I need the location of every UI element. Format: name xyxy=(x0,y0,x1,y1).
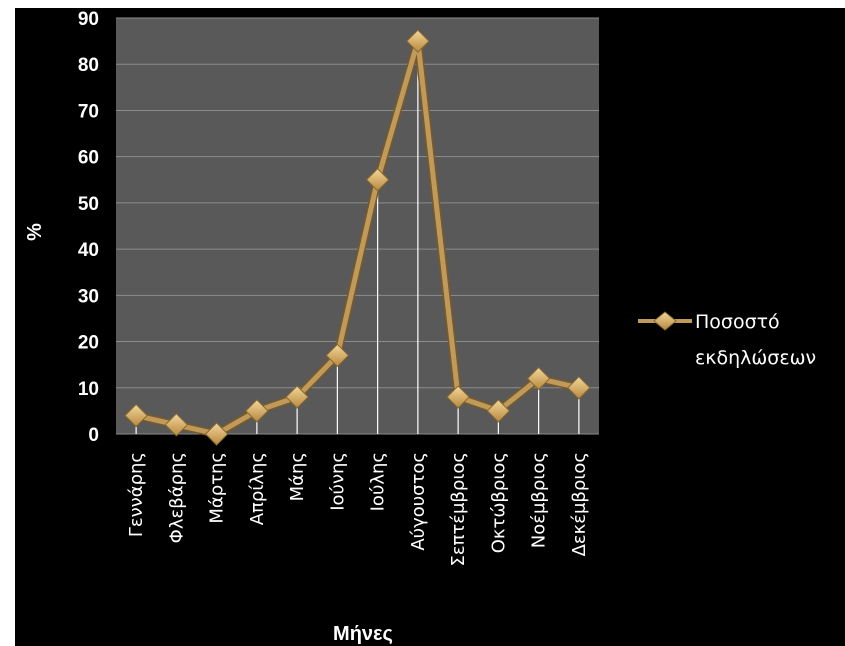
y-tick-label: 50 xyxy=(78,194,99,215)
y-tick-label: 20 xyxy=(78,333,99,354)
y-tick-label: 30 xyxy=(78,286,99,307)
data-point-marker xyxy=(446,385,470,409)
x-axis-title: Μήνες xyxy=(333,623,393,645)
x-category-label: Σεπτέμβριος xyxy=(448,452,469,567)
legend-label-line2: εκδηλώσεων xyxy=(695,347,816,369)
y-tick-label: 60 xyxy=(78,148,99,169)
data-point-marker xyxy=(567,376,591,400)
x-category-label: Μάης xyxy=(287,452,308,501)
data-point-marker xyxy=(365,168,390,192)
x-axis-categories: Γεννάρης Φλεβάρης Μάρτης Απρίλης Μάης Ιούνης Ι… xyxy=(126,452,590,567)
legend-marker xyxy=(653,311,677,331)
data-point-marker xyxy=(526,366,551,391)
data-point-marker xyxy=(325,343,350,368)
gridlines xyxy=(116,17,599,435)
x-category-label: Μάρτης xyxy=(207,452,228,524)
y-tick-label: 10 xyxy=(78,379,99,400)
data-point-marker xyxy=(406,29,430,53)
line-chart: 0 10 20 30 40 50 60 70 80 90 Γεννάρης Φλεβάρης Μάρτ… xyxy=(24,9,816,645)
y-tick-label: 0 xyxy=(88,425,99,446)
x-category-label: Αύγουστος xyxy=(408,452,429,551)
x-category-label: Απρίλης xyxy=(247,452,268,525)
data-point-marker xyxy=(245,399,269,423)
x-category-label: Ιούλης xyxy=(368,452,389,511)
plot-area xyxy=(116,18,599,434)
y-axis-ticks: 0 10 20 30 40 50 60 70 80 90 xyxy=(78,9,99,446)
data-point-marker xyxy=(164,413,189,437)
y-tick-label: 40 xyxy=(78,240,99,261)
y-tick-label: 80 xyxy=(78,55,99,76)
series-layer xyxy=(124,29,591,446)
chart-frame: 0 10 20 30 40 50 60 70 80 90 Γεννάρης Φλεβάρης Μάρτ… xyxy=(15,8,845,646)
y-tick-label: 70 xyxy=(78,101,99,122)
x-category-label: Γεννάρης xyxy=(126,452,147,537)
x-category-label: Δεκέμβριος xyxy=(569,452,590,556)
y-tick-label: 90 xyxy=(78,9,99,30)
x-category-label: Οκτώβριος xyxy=(488,452,509,553)
legend-label-line1: Ποσοστό xyxy=(695,311,780,333)
data-point-marker xyxy=(285,385,309,409)
legend: Ποσοστό εκδηλώσεων xyxy=(638,311,816,369)
y-axis-title: % xyxy=(24,223,46,241)
data-point-marker xyxy=(204,422,229,446)
data-point-marker xyxy=(486,399,511,423)
x-category-label: Ιούνης xyxy=(327,452,348,511)
data-point-marker xyxy=(124,403,148,428)
x-category-label: Νοέμβριος xyxy=(529,452,550,548)
x-category-label: Φλεβάρης xyxy=(166,452,187,543)
